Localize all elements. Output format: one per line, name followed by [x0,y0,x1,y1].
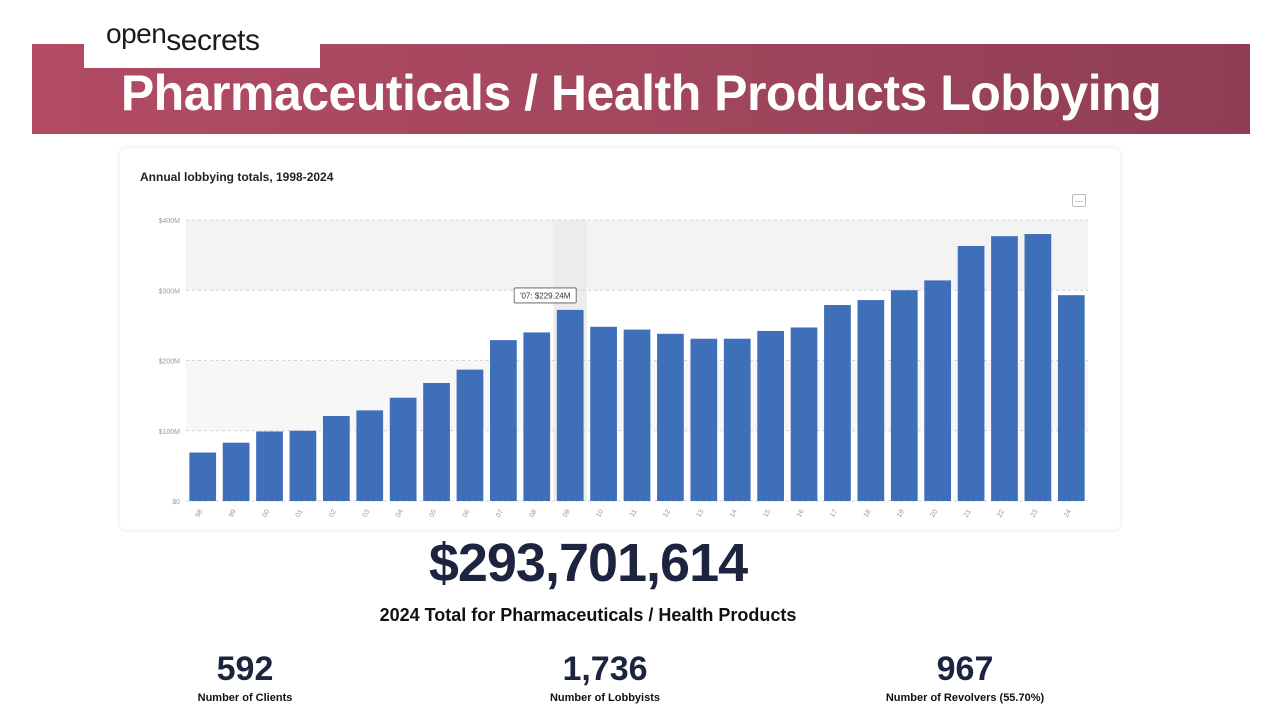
bar [523,332,551,501]
banner: Pharmaceuticals / Health Products Lobbyi… [32,44,1250,134]
bar [924,280,952,501]
total-amount: $293,701,614 [428,533,748,593]
x-tick-label: 20 [929,508,939,518]
x-tick-label: 99 [228,508,238,518]
bar [1024,234,1052,502]
x-tick-label: 02 [328,508,338,518]
stat-lobbyists: 1,736 Number of Lobbyists [455,648,755,704]
y-tick-label: $100M [159,429,181,436]
stat-value: 592 [216,650,274,688]
plot-band [186,220,1088,291]
page-title: Pharmaceuticals / Health Products Lobbyi… [120,65,1162,121]
x-tick-label: 12 [662,508,672,518]
stat-value: 1,736 [562,650,648,688]
bar [490,340,517,501]
bar [824,305,851,501]
bar [857,300,885,501]
bar [322,415,350,501]
x-tick-label: 00 [261,508,271,518]
bar [590,326,617,501]
x-tick-label: 18 [863,508,873,518]
x-tick-label: 15 [762,508,772,518]
stat-label: Number of Revolvers (55.70%) [885,692,1045,704]
logo-open: open [106,18,167,49]
logo[interactable]: opensecrets [84,14,320,68]
chart-title: Annual lobbying totals, 1998-2024 [140,170,334,184]
bar [757,330,784,501]
bar [790,327,818,501]
x-tick-label: 24 [1063,508,1073,518]
bar [1057,295,1085,501]
x-tick-label: 23 [1030,508,1040,518]
x-tick-label: 13 [696,508,706,518]
x-tick-label: 98 [194,508,204,518]
x-tick-label: 03 [362,508,372,518]
x-tick-label: 08 [529,508,539,518]
tooltip-box [513,287,577,304]
y-tick-label: $300M [159,288,181,295]
tooltip-label: '07: $229.24M [520,291,571,300]
y-tick-label: $200M [159,359,181,366]
bar [723,338,751,501]
y-tick-label: $0 [172,499,180,506]
bar [356,410,384,501]
x-tick-label: 01 [295,508,305,518]
bar [657,333,684,501]
x-tick-label: 06 [462,508,472,518]
bar [222,442,250,501]
x-tick-label: 04 [395,508,405,518]
x-tick-label: 11 [629,508,639,518]
x-tick-label: 22 [996,508,1006,518]
x-tick-label: 14 [729,508,739,518]
stat-clients: 592 Number of Clients [95,648,395,704]
stat-value: 967 [936,650,994,688]
x-tick-label: 21 [963,508,973,518]
y-tick-label: $400M [159,218,181,225]
bar [890,290,918,501]
x-tick-label: 16 [796,508,806,518]
bar-chart: $0 $100M $200M $300M $400M 98 99 00 01 02 03 04 05 06… [159,218,1088,519]
bar [991,236,1018,501]
stat-revolvers: 967 Number of Revolvers (55.70%) [815,648,1115,704]
x-tick-label: 17 [829,508,839,518]
bar [556,309,584,501]
bar [423,382,450,501]
x-tick-label: 10 [595,508,605,518]
logo-secrets: secrets [166,24,260,57]
x-tick-label: 05 [428,508,438,518]
menu-icon[interactable]: … [1072,194,1086,207]
stat-label: Number of Clients [197,692,293,704]
bar [256,431,283,501]
x-tick-label: 07 [495,508,505,518]
chart-card: Annual lobbying totals, 1998-2024 … $0 $1… [120,148,1120,530]
bar [623,329,651,501]
x-tick-label: 09 [562,508,572,518]
bar [289,430,317,501]
bar [389,397,417,501]
bar [456,369,484,501]
total-caption: 2024 Total for Pharmaceuticals / Health … [379,605,797,625]
stat-label: Number of Lobbyists [549,692,660,704]
bar [189,452,217,501]
x-tick-label: 19 [896,508,906,518]
opensecrets-logo: opensecrets [106,18,260,58]
bar [690,338,718,501]
bar [957,245,985,501]
